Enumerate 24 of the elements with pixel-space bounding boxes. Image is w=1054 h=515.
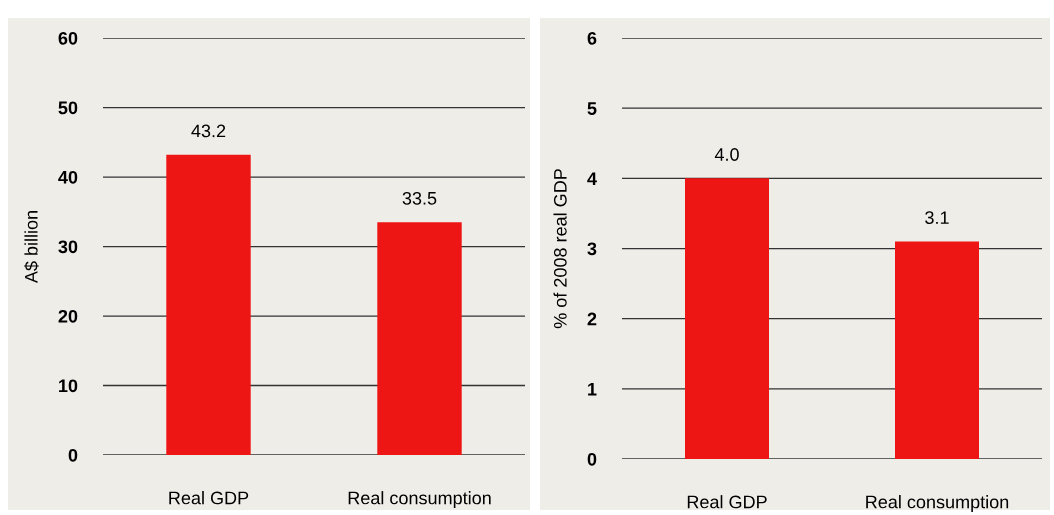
y-tick-label: 60: [58, 31, 78, 45]
y-tick-label: 0: [68, 448, 78, 462]
y-axis-title: A$ billion: [24, 211, 39, 284]
y-tick-label: 5: [587, 102, 597, 115]
y-tick-label: 10: [59, 379, 78, 393]
y-tick-label: 20: [58, 309, 78, 323]
y-tick-label: 50: [58, 101, 78, 115]
data-label: 33.5: [402, 191, 437, 205]
data-label: 43.2: [191, 124, 226, 138]
data-label: 3.1: [925, 211, 949, 225]
x-tick-label: Real GDP: [687, 495, 767, 509]
y-tick-label: 0: [587, 452, 597, 466]
y-axis-title: % of 2008 real GDP: [553, 169, 567, 329]
data-label: 4.0: [714, 148, 739, 161]
y-tick-label: 3: [587, 242, 597, 256]
x-tick-label: Real consumption: [348, 491, 491, 508]
x-tick-label: Real consumption: [866, 495, 1009, 512]
y-tick-label: 4: [587, 172, 597, 185]
y-tick-label: 2: [587, 312, 597, 326]
y-tick-label: 6: [587, 31, 597, 45]
x-tick-label: Real GDP: [169, 491, 249, 505]
y-tick-label: 40: [58, 170, 78, 184]
y-tick-label: 1: [588, 382, 597, 396]
y-tick-label: 30: [58, 240, 78, 254]
